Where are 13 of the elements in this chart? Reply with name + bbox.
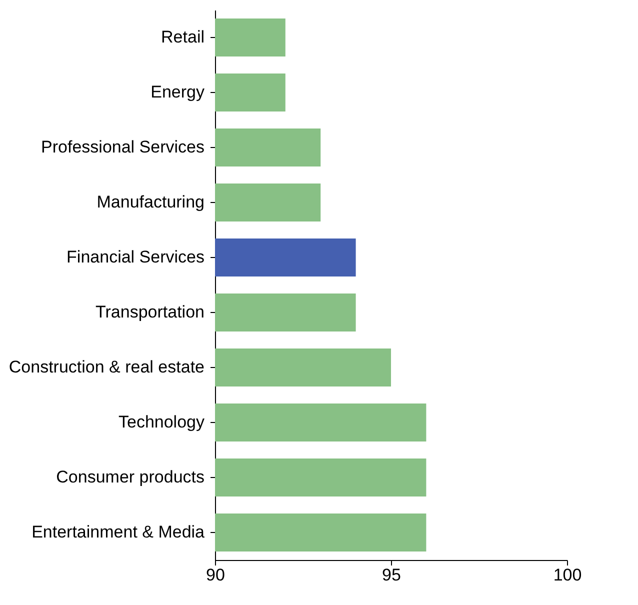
y-tick-label: Consumer products [56, 468, 204, 486]
y-tick-label: Entertainment & Media [32, 522, 206, 542]
y-tick-label: Technology [118, 412, 205, 432]
y-tick-label: Professional Services [41, 138, 204, 156]
y-tick-label: Retail [161, 28, 204, 46]
y-tick-label: Energy [150, 82, 205, 102]
y-tick-label: Transportation [96, 302, 204, 322]
y-tick-label: Construction & real estate [8, 358, 204, 376]
y-tick-label: Financial Services [66, 248, 204, 266]
x-tick-label: 100 [553, 566, 582, 584]
x-tick-label: 90 [206, 566, 225, 584]
y-tick-label: Manufacturing [96, 192, 204, 212]
x-tick-label: 95 [382, 566, 401, 584]
